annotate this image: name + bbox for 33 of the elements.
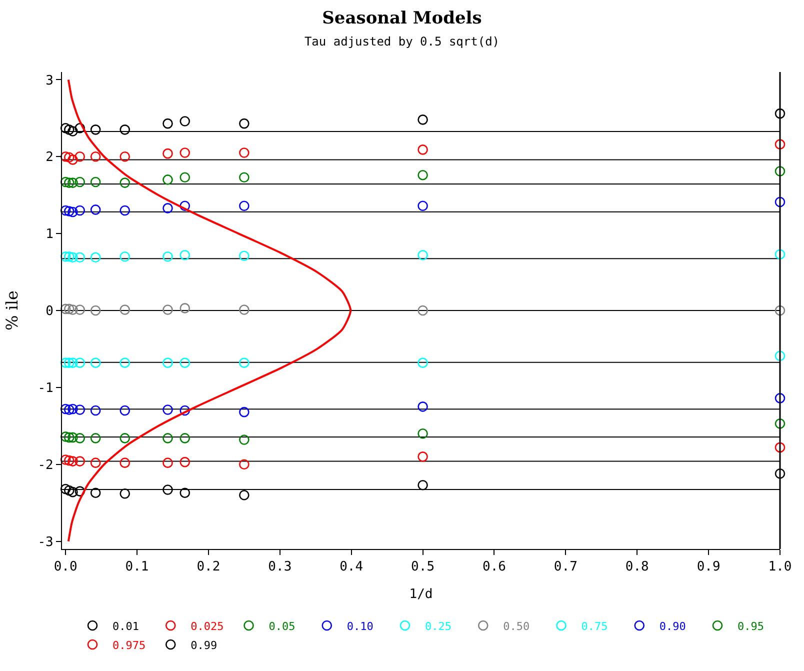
y-tick-label: 1 — [46, 227, 54, 242]
y-tick-label: 0 — [46, 304, 54, 320]
y-axis-title: % ile — [2, 290, 22, 330]
legend-label: 0.95 — [738, 620, 764, 633]
legend-label: 0.01 — [112, 620, 139, 633]
legend-label: 0.975 — [112, 638, 146, 652]
y-tick-label: -1 — [38, 380, 54, 396]
legend-label: 0.75 — [581, 620, 608, 633]
legend-label: 0.05 — [268, 620, 296, 633]
legend-label: 0.50 — [503, 620, 530, 633]
x-tick-label: 0.4 — [340, 560, 364, 575]
x-tick-label: 0.8 — [625, 560, 649, 575]
x-tick-label: 0.1 — [125, 560, 149, 575]
x-axis-title: 1/d — [409, 587, 433, 602]
x-tick-label: 0.6 — [482, 560, 506, 575]
x-tick-label: 0.5 — [411, 560, 435, 575]
chart-title: Seasonal Models — [322, 8, 482, 28]
y-tick-label: 3 — [46, 73, 54, 88]
legend-label: 0.99 — [190, 638, 218, 652]
x-tick-label: 0.9 — [696, 560, 720, 575]
y-tick-label: -3 — [38, 534, 54, 550]
x-tick-label: 0.2 — [196, 560, 220, 575]
legend-label: 0.10 — [346, 620, 374, 633]
legend-label: 0.25 — [425, 620, 452, 633]
legend-label: 0.90 — [659, 620, 686, 633]
x-tick-label: 0.7 — [554, 560, 578, 575]
x-tick-label: 0.0 — [54, 560, 78, 575]
x-tick-label: 0.3 — [268, 560, 292, 575]
y-tick-label: -2 — [38, 458, 54, 473]
y-tick-label: 2 — [46, 150, 54, 166]
legend-label: 0.025 — [190, 620, 224, 633]
chart-subtitle: Tau adjusted by 0.5 sqrt(d) — [304, 34, 500, 49]
x-tick-label: 1.0 — [768, 560, 792, 575]
